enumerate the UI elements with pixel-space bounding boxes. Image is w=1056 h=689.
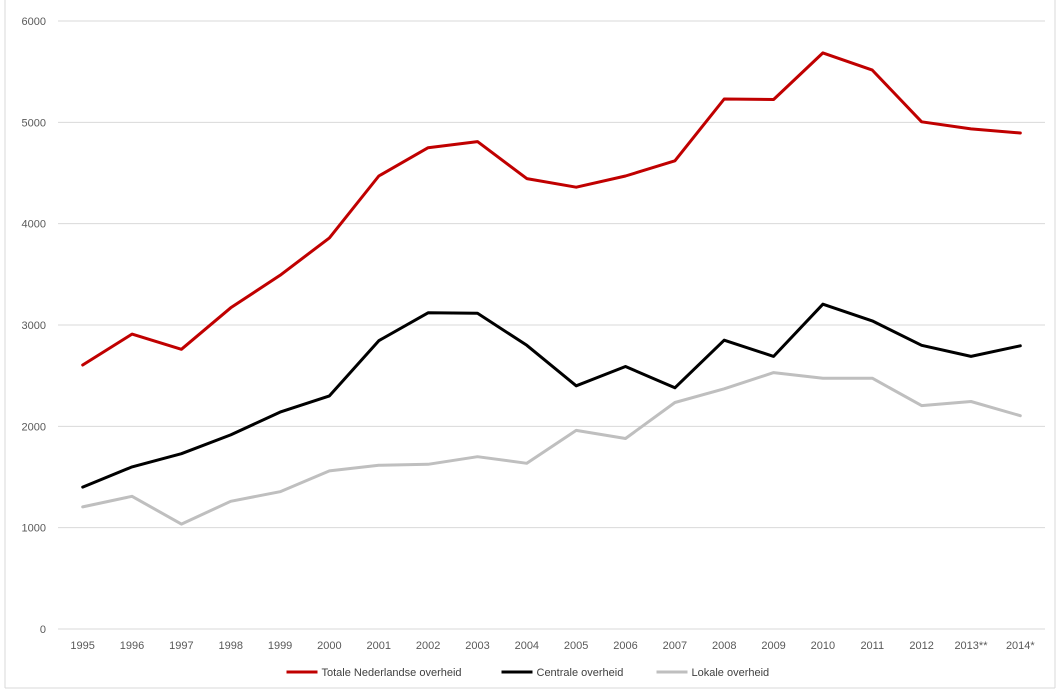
y-tick-label-1000: 1000 bbox=[22, 523, 46, 535]
x-tick-label-2000: 2000 bbox=[317, 640, 341, 652]
x-tick-label-2006: 2006 bbox=[613, 640, 637, 652]
legend-label-totale-nederlandse-overheid: Totale Nederlandse overheid bbox=[322, 667, 462, 679]
x-tick-label-2002: 2002 bbox=[416, 640, 440, 652]
legend: Totale Nederlandse overheid Centrale over… bbox=[286, 667, 770, 679]
x-axis: 1995 1996 1997 1998 1999 2000 2001 2002 2003 2004… bbox=[70, 640, 1035, 652]
series-line-centrale-overheid bbox=[81, 302, 1022, 489]
series-line-totale-nederlandse-overheid bbox=[81, 51, 1022, 367]
x-tick-label-1997: 1997 bbox=[169, 640, 193, 652]
x-tick-label-2008: 2008 bbox=[712, 640, 736, 652]
legend-label-centrale-overheid: Centrale overheid bbox=[537, 667, 624, 679]
x-tick-label-1998: 1998 bbox=[218, 640, 242, 652]
x-tick-label-2011: 2011 bbox=[860, 640, 884, 652]
x-tick-label-2007: 2007 bbox=[663, 640, 687, 652]
y-tick-label-0: 0 bbox=[40, 624, 46, 636]
y-tick-label-2000: 2000 bbox=[22, 421, 46, 433]
series-lines bbox=[81, 51, 1022, 526]
y-tick-label-5000: 5000 bbox=[22, 117, 46, 129]
x-tick-label-1999: 1999 bbox=[268, 640, 292, 652]
x-tick-label-1996: 1996 bbox=[120, 640, 144, 652]
x-tick-label-2010: 2010 bbox=[811, 640, 835, 652]
y-tick-label-4000: 4000 bbox=[22, 219, 46, 231]
x-tick-label-2012: 2012 bbox=[909, 640, 933, 652]
x-tick-label-2009: 2009 bbox=[761, 640, 785, 652]
x-tick-label-2005: 2005 bbox=[564, 640, 588, 652]
y-axis: 0 1000 2000 3000 4000 5000 6000 bbox=[22, 16, 46, 636]
x-tick-label-2014: 2014* bbox=[1006, 640, 1035, 652]
x-tick-label-2013: 2013** bbox=[954, 640, 988, 652]
x-tick-label-1995: 1995 bbox=[70, 640, 94, 652]
grid-lines bbox=[4, 0, 1056, 689]
x-tick-label-2003: 2003 bbox=[465, 640, 489, 652]
series-line-lokale-overheid bbox=[81, 371, 1022, 526]
y-tick-label-3000: 3000 bbox=[22, 320, 46, 332]
legend-label-lokale-overheid: Lokale overheid bbox=[692, 667, 770, 679]
x-tick-label-2004: 2004 bbox=[515, 640, 539, 652]
x-tick-label-2001: 2001 bbox=[367, 640, 391, 652]
y-tick-label-6000: 6000 bbox=[22, 16, 46, 28]
